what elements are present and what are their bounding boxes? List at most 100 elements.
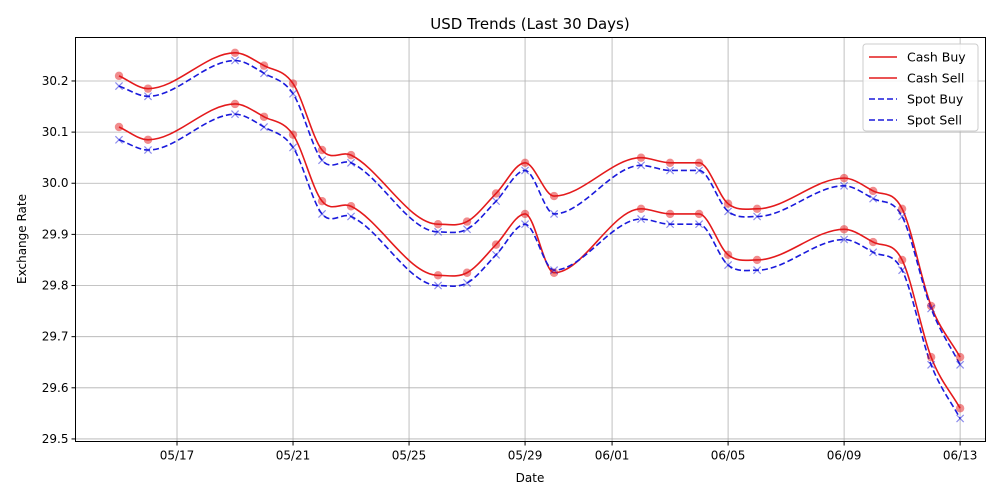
spot-sell-point [898, 212, 907, 221]
cash-sell-point [636, 153, 646, 162]
spot-buy-point [260, 122, 269, 132]
cash-sell-point [549, 191, 559, 201]
spot-buy-point [114, 135, 124, 144]
series-lines [118, 52, 961, 419]
spot-sell-point [927, 304, 936, 313]
spot-buy-point [434, 281, 443, 290]
x-axis-ticks: 05/17 05/21 05/25 05/29 06/01 06/05 06/09 06/13 [160, 441, 978, 463]
cash-buy-point [897, 255, 907, 265]
x-mark-stroke [724, 207, 733, 216]
spot-sell-point [840, 181, 849, 190]
cash-buy-point [926, 352, 936, 362]
spot-sell-point [114, 82, 124, 91]
spot-sell-point [434, 227, 443, 236]
spot-sell-point [289, 89, 298, 98]
x-mark-stroke [550, 209, 559, 218]
spot-sell-point [956, 360, 965, 369]
x-mark-stroke [230, 110, 240, 119]
series-markers [114, 48, 965, 423]
spot-buy-point [753, 266, 762, 275]
x-mark-stroke [637, 215, 646, 224]
x-mark-stroke [318, 156, 327, 165]
cash-buy-point [114, 122, 124, 132]
cash-buy-point [665, 209, 675, 219]
y-axis-label: Exchange Rate [15, 194, 29, 284]
x-mark-stroke [463, 278, 472, 287]
x-tick-label: 05/17 [160, 449, 195, 463]
y-tick-label: 29.5 [42, 432, 69, 446]
spot-sell-point [724, 207, 733, 216]
x-mark-stroke [666, 166, 675, 175]
cash-sell-point [462, 217, 472, 226]
spot-sell-point [521, 166, 530, 175]
cash-buy-point [752, 255, 762, 265]
cash-buy-point [143, 135, 153, 144]
spot-buy-point [492, 250, 501, 259]
x-mark-stroke [956, 414, 965, 423]
x-mark-stroke [289, 143, 298, 152]
spot-sell-point [753, 212, 762, 221]
cash-sell-point [926, 301, 936, 311]
cash-sell-point [520, 158, 530, 167]
x-mark-stroke [521, 220, 530, 229]
cash-sell-point [230, 48, 240, 58]
x-mark-stroke [318, 209, 327, 218]
cash-buy-point [839, 225, 849, 234]
spot-buy-point [143, 145, 153, 155]
spot-buy-point [637, 215, 646, 224]
spot-buy-point [289, 143, 298, 152]
spot-sell-point [666, 166, 675, 175]
cash-sell-point [723, 199, 733, 208]
x-mark-stroke [260, 122, 269, 132]
cash-buy-point [317, 196, 327, 206]
cash-sell-point [491, 189, 501, 198]
spot-sell-point [143, 92, 153, 101]
x-tick-label: 05/25 [392, 449, 427, 463]
y-tick-label: 29.8 [42, 279, 69, 293]
spot-buy-point [724, 261, 733, 270]
x-mark-stroke [347, 212, 356, 221]
x-mark-stroke [434, 281, 443, 290]
spot-buy-point [956, 414, 965, 423]
x-mark-stroke [898, 266, 907, 275]
cash-buy-point [462, 268, 472, 277]
x-mark-stroke [840, 235, 849, 244]
legend-label-cash-buy: Cash Buy [907, 50, 966, 65]
cash-sell-point [288, 79, 298, 88]
spot-sell-point [637, 161, 646, 170]
x-tick-label: 06/13 [943, 449, 978, 463]
y-axis-ticks: 29.5 29.6 29.7 29.8 29.9 30.0 30.1 30.2 [42, 74, 76, 446]
x-mark-stroke [492, 250, 501, 259]
cash-buy-point [259, 112, 269, 121]
spot-sell-line [118, 59, 961, 366]
x-mark-stroke [434, 227, 443, 236]
legend-label-spot-buy: Spot Buy [907, 92, 964, 107]
x-tick-label: 06/09 [827, 449, 862, 463]
plot-frame [75, 37, 986, 442]
spot-buy-point [550, 266, 559, 275]
spot-sell-point [550, 209, 559, 218]
cash-sell-point [868, 186, 878, 196]
x-mark-stroke [550, 266, 559, 275]
cash-sell-point [897, 204, 907, 214]
legend-label-cash-sell: Cash Sell [907, 71, 964, 86]
cash-sell-point [433, 219, 443, 229]
spot-sell-point [463, 225, 472, 234]
x-mark-stroke [898, 212, 907, 221]
x-axis-label: Date [516, 471, 545, 485]
x-mark-stroke [927, 360, 936, 369]
x-mark-stroke [521, 166, 530, 175]
cash-buy-point [868, 237, 878, 247]
cash-sell-point [317, 145, 327, 155]
x-mark-stroke [869, 248, 878, 257]
x-tick-label: 05/29 [508, 449, 543, 463]
x-mark-stroke [869, 194, 878, 203]
spot-buy-point [898, 266, 907, 275]
cash-sell-point [259, 61, 269, 70]
x-mark-stroke [463, 225, 472, 234]
y-tick-label: 29.7 [42, 330, 69, 344]
x-mark-stroke [114, 82, 124, 91]
x-mark-stroke [753, 266, 762, 275]
x-tick-label: 05/21 [276, 449, 311, 463]
spot-sell-point [869, 194, 878, 203]
